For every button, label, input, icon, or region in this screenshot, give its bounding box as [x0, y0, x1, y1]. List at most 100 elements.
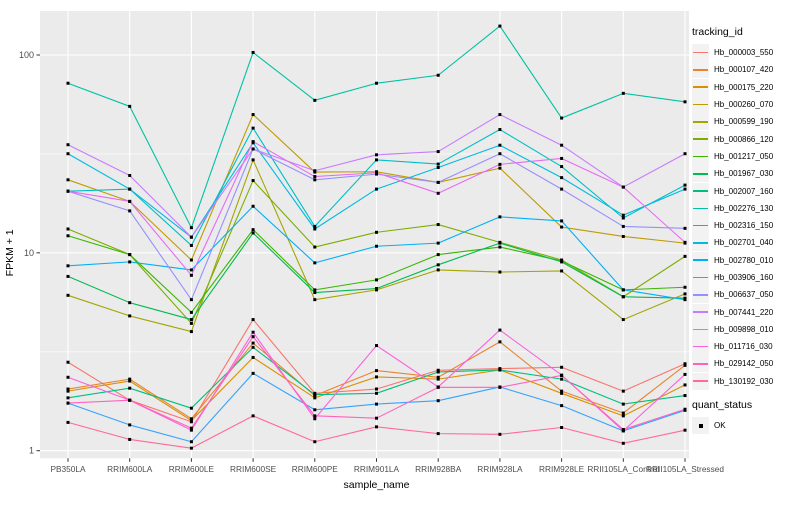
- legend-line-icon: [693, 69, 708, 71]
- data-point: [375, 158, 378, 162]
- data-point: [189, 417, 193, 421]
- legend-line-icon: [693, 311, 708, 313]
- data-point: [683, 187, 687, 191]
- data-point: [560, 143, 564, 147]
- data-point: [436, 263, 440, 267]
- data-point: [560, 156, 564, 160]
- y-tick-label: 100: [19, 50, 34, 60]
- data-point: [251, 158, 255, 162]
- data-point: [621, 402, 625, 406]
- data-point: [375, 171, 378, 175]
- data-point: [66, 387, 70, 391]
- data-point: [436, 73, 440, 77]
- data-point: [66, 396, 70, 400]
- x-tick-label: PB350LA: [50, 464, 86, 474]
- legend-key-swatch: [692, 355, 709, 373]
- data-point: [498, 245, 502, 249]
- data-point: [375, 153, 378, 157]
- legend-entry: Hb_006637_050: [692, 286, 798, 304]
- data-point: [436, 162, 440, 166]
- data-point: [683, 363, 687, 367]
- data-point: [498, 113, 502, 117]
- legend-line-icon: [693, 103, 708, 106]
- data-point: [621, 185, 625, 189]
- legend-key-swatch: [692, 113, 709, 131]
- data-point: [313, 169, 317, 173]
- legend-entry: Hb_000175_220: [692, 78, 798, 96]
- data-point: [66, 143, 70, 147]
- data-point: [683, 394, 687, 398]
- data-point: [375, 402, 378, 406]
- data-point: [251, 330, 255, 334]
- legend-entry: Hb_000599_190: [692, 113, 798, 131]
- data-point: [128, 398, 132, 402]
- x-tick-label: RRIM901LA: [354, 464, 400, 474]
- data-point: [498, 241, 502, 245]
- data-point: [621, 288, 625, 292]
- legend-key-swatch: [692, 251, 709, 269]
- data-point: [128, 174, 132, 178]
- data-point: [313, 393, 317, 397]
- data-point: [683, 362, 687, 366]
- data-point: [498, 328, 502, 332]
- data-point: [560, 260, 564, 264]
- data-point: [560, 373, 564, 377]
- legend-entry: Hb_011716_030: [692, 338, 798, 356]
- data-point: [621, 234, 625, 238]
- data-point: [436, 191, 440, 195]
- data-point: [621, 414, 625, 418]
- legend-key-swatch: [692, 269, 709, 286]
- data-point: [560, 389, 564, 393]
- legend-key-swatch: [692, 234, 709, 252]
- x-axis-title: sample_name: [344, 479, 410, 491]
- legend-key-swatch: [692, 130, 709, 148]
- legend-entry: Hb_003906_160: [692, 269, 798, 286]
- black-square-point-icon: [698, 423, 703, 428]
- data-point: [621, 318, 625, 322]
- data-point: [436, 375, 440, 379]
- legend-key-swatch: [692, 61, 709, 79]
- data-point: [375, 244, 378, 248]
- legend: tracking_id Hb_000003_550 Hb_000107_420 Hb…: [692, 26, 798, 435]
- data-point: [683, 226, 687, 230]
- legend-key-swatch: [692, 165, 709, 183]
- data-point: [313, 98, 317, 102]
- data-point: [128, 199, 132, 203]
- legend-label: Hb_006637_050: [714, 290, 774, 300]
- x-tick-label: RRIM928LE: [539, 464, 585, 474]
- data-point: [683, 428, 687, 432]
- legend-key-swatch: [692, 182, 709, 200]
- data-point: [560, 165, 564, 169]
- legend-title-tracking-id: tracking_id: [692, 26, 743, 38]
- data-point: [560, 116, 564, 120]
- data-point: [683, 372, 687, 376]
- data-point: [128, 209, 132, 213]
- data-point: [560, 225, 564, 229]
- data-point: [66, 264, 70, 268]
- legend-label: Hb_003906_160: [714, 273, 774, 282]
- data-point: [251, 147, 255, 151]
- legend-title-quant-status: quant_status: [692, 398, 753, 411]
- data-point: [251, 345, 255, 349]
- data-point: [498, 385, 502, 389]
- legend-label: Hb_000175_220: [714, 82, 774, 92]
- data-point: [251, 113, 255, 117]
- data-point: [375, 344, 378, 348]
- x-tick-label: RRIM600SE: [230, 464, 277, 474]
- data-point: [189, 226, 193, 230]
- data-point: [128, 379, 132, 383]
- data-point: [683, 254, 687, 258]
- data-point: [375, 391, 378, 395]
- data-point: [683, 183, 687, 187]
- legend-key-swatch: [692, 286, 709, 304]
- legend-quant-entries: OK: [692, 417, 798, 435]
- data-point: [251, 231, 255, 235]
- data-point: [436, 399, 440, 403]
- data-point: [436, 241, 440, 245]
- data-point: [683, 407, 687, 411]
- data-point: [560, 425, 564, 429]
- data-point: [128, 314, 132, 318]
- legend-line-icon: [693, 380, 708, 383]
- data-point: [313, 291, 317, 295]
